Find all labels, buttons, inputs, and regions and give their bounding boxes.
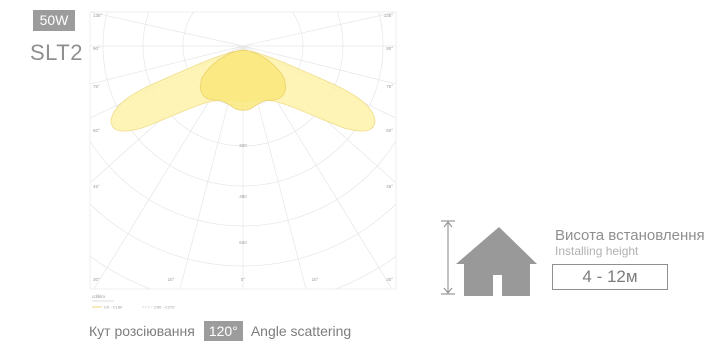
polar-label-left: 30° [93,277,100,282]
legend-c0-c180: C0 - C180 [104,305,123,310]
radial-value: 640 [239,240,247,245]
polar-label-left: 90° [93,46,100,51]
light-distribution-diagram: 135° 90° 75° 60° 45° 30° 135° 90° 75° 60… [89,11,397,310]
radial-value: 480 [239,194,247,199]
bottom-angle-label: 15° [168,277,175,282]
installing-height-title: Висота встановлення [555,227,705,244]
scattering-label-uk: Кут розсіювання [89,323,195,339]
polar-label-left: 75° [93,84,100,89]
installing-height-value: 4 - 12м [552,264,668,290]
polar-label-right: 135° [384,13,394,18]
polar-label-left: 45° [93,184,100,189]
house-height-icon [441,220,537,296]
model-name: SLT2 [30,40,83,65]
polar-label-right: 45° [386,184,393,189]
polar-label-right: 90° [386,46,393,51]
angle-badge: 120° [203,321,243,341]
bottom-angle-label: 0° [241,277,246,282]
polar-label-right: 30° [386,277,393,282]
legend-c90-c270: C90 - C270 [154,305,175,310]
polar-label-left: 60° [93,128,100,133]
bottom-angle-label: 15° [312,277,319,282]
installing-height-subtitle: Installing height [555,244,639,258]
polar-label-right: 75° [386,84,393,89]
height-arrow-icon [441,220,455,295]
unit-label: cd/klm [92,294,105,299]
beam-c0-c180 [200,49,286,111]
scattering-caption: Кут розсіювання 120° Angle scattering [89,320,351,342]
radial-value: 320 [239,143,247,148]
polar-label-left: 135° [93,13,103,18]
polar-label-right: 60° [386,128,393,133]
house-icon [456,227,537,296]
power-badge: 50W [33,10,75,31]
scattering-label-en: Angle scattering [250,323,352,339]
